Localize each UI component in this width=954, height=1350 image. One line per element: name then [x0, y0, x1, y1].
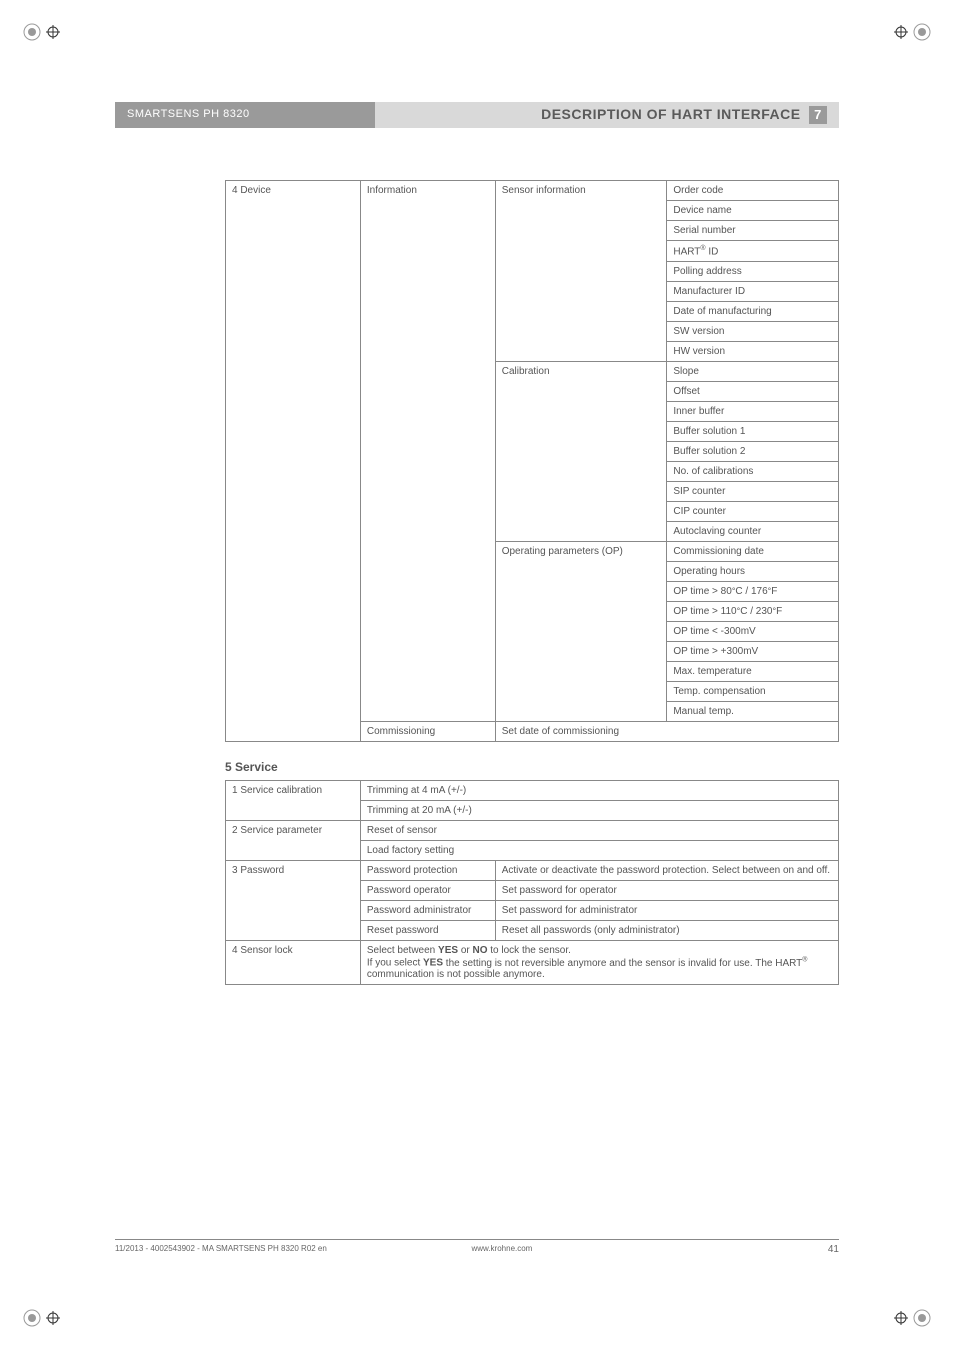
sensor-info-cell: Sensor information	[495, 181, 667, 362]
content-area: 4 Device Information Sensor information …	[225, 180, 839, 985]
crop-mark-bl	[20, 1290, 60, 1330]
op-params-cell: Operating parameters (OP)	[495, 542, 667, 722]
table-cell: Manufacturer ID	[667, 282, 839, 302]
table-cell: Polling address	[667, 262, 839, 282]
table-cell: Trimming at 20 mA (+/-)	[360, 801, 838, 821]
information-cell: Information	[360, 181, 495, 722]
table-cell: Set password for administrator	[495, 901, 838, 921]
table-cell: Trimming at 4 mA (+/-)	[360, 781, 838, 801]
service-parameter-cell: 2 Service parameter	[226, 821, 361, 861]
table-cell: Manual temp.	[667, 702, 839, 722]
footer-center: www.krohne.com	[471, 1244, 827, 1255]
table-cell: Date of manufacturing	[667, 302, 839, 322]
table-cell: No. of calibrations	[667, 462, 839, 482]
table-cell: OP time > 80°C / 176°F	[667, 582, 839, 602]
device-cell: 4 Device	[226, 181, 361, 742]
table-cell: Load factory setting	[360, 841, 838, 861]
table-cell: OP time < -300mV	[667, 622, 839, 642]
table-cell: HW version	[667, 342, 839, 362]
table-cell: Inner buffer	[667, 402, 839, 422]
device-table: 4 Device Information Sensor information …	[225, 180, 839, 742]
table-cell: SIP counter	[667, 482, 839, 502]
table-cell: Device name	[667, 201, 839, 221]
table-cell: Max. temperature	[667, 662, 839, 682]
table-cell: Set password for operator	[495, 881, 838, 901]
sensor-lock-desc: Select between YES or NO to lock the sen…	[360, 941, 838, 984]
table-cell: Offset	[667, 382, 839, 402]
table-cell: Slope	[667, 362, 839, 382]
calibration-cell: Calibration	[495, 362, 667, 542]
service-calibration-cell: 1 Service calibration	[226, 781, 361, 821]
table-cell: CIP counter	[667, 502, 839, 522]
table-cell: Temp. compensation	[667, 682, 839, 702]
sensor-lock-cell: 4 Sensor lock	[226, 941, 361, 984]
table-cell: OP time > +300mV	[667, 642, 839, 662]
crop-mark-tr	[894, 20, 934, 60]
product-name: SMARTSENS PH 8320	[115, 102, 375, 128]
table-cell: Order code	[667, 181, 839, 201]
table-cell: Password protection	[360, 861, 495, 881]
page-number: 41	[828, 1244, 839, 1255]
table-cell: Reset of sensor	[360, 821, 838, 841]
table-cell: OP time > 110°C / 230°F	[667, 602, 839, 622]
table-cell: Activate or deactivate the password prot…	[495, 861, 838, 881]
table-cell: Serial number	[667, 221, 839, 241]
page-footer: 11/2013 - 4002543902 - MA SMARTSENS PH 8…	[115, 1239, 839, 1255]
password-cell: 3 Password	[226, 861, 361, 941]
service-section-title: 5 Service	[225, 760, 839, 774]
page-title: DESCRIPTION OF HART INTERFACE 7	[375, 102, 839, 128]
section-number: 7	[809, 106, 827, 124]
crop-mark-tl	[20, 20, 60, 60]
crop-mark-br	[894, 1290, 934, 1330]
table-cell: Autoclaving counter	[667, 522, 839, 542]
table-cell: Buffer solution 1	[667, 422, 839, 442]
commissioning-cell: Commissioning	[360, 722, 495, 742]
table-cell: SW version	[667, 322, 839, 342]
table-cell: Password operator	[360, 881, 495, 901]
table-cell: Password administrator	[360, 901, 495, 921]
table-cell: Operating hours	[667, 562, 839, 582]
page-header: SMARTSENS PH 8320 DESCRIPTION OF HART IN…	[115, 102, 839, 128]
table-cell: HART® ID	[667, 241, 839, 262]
table-cell: Buffer solution 2	[667, 442, 839, 462]
table-cell: Reset all passwords (only administrator)	[495, 921, 838, 941]
footer-left: 11/2013 - 4002543902 - MA SMARTSENS PH 8…	[115, 1244, 471, 1255]
title-text: DESCRIPTION OF HART INTERFACE	[541, 106, 801, 122]
set-date-cell: Set date of commissioning	[495, 722, 838, 742]
table-cell: Reset password	[360, 921, 495, 941]
service-table: 1 Service calibration Trimming at 4 mA (…	[225, 780, 839, 984]
table-cell: Commissioning date	[667, 542, 839, 562]
